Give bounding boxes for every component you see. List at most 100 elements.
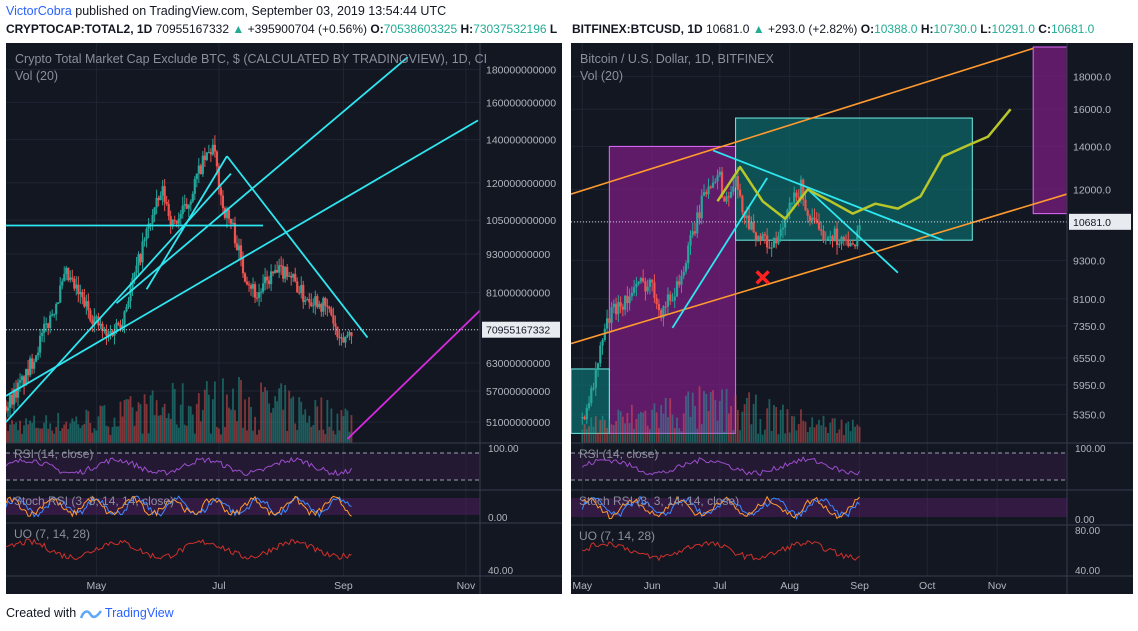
tradingview-brand[interactable]: TradingView bbox=[104, 606, 174, 620]
right-chart-panel[interactable]: 18000.0 16000.0 14000.0 12000.0 10681.0 9300.… bbox=[571, 43, 1133, 594]
candle-body bbox=[18, 380, 22, 383]
candle-body bbox=[139, 254, 142, 263]
volume-bar bbox=[97, 416, 100, 443]
indicator-label: RSI (14, close) bbox=[579, 447, 658, 461]
indicator-scale-top: 100.00 bbox=[488, 444, 519, 455]
candle-body bbox=[314, 296, 317, 306]
candle-body bbox=[738, 189, 742, 196]
volume-bar bbox=[203, 389, 206, 443]
volume-bar bbox=[254, 416, 256, 443]
candle-body bbox=[43, 323, 46, 333]
price-tick-label: 105000000000 bbox=[486, 215, 556, 227]
candle-body bbox=[288, 275, 291, 277]
candle-body bbox=[183, 204, 186, 206]
candle-body bbox=[653, 282, 656, 298]
left-ticker[interactable]: CRYPTOCAP:TOTAL2, 1D bbox=[6, 22, 153, 36]
candle-body bbox=[732, 186, 735, 192]
candle-body bbox=[847, 239, 850, 247]
left-l-label: L bbox=[549, 22, 558, 36]
candle-body bbox=[95, 316, 98, 318]
volume-bar bbox=[592, 426, 595, 443]
volume-bar bbox=[75, 416, 78, 443]
candle-body bbox=[225, 209, 229, 218]
volume-bar bbox=[340, 409, 343, 443]
candle-body bbox=[662, 306, 665, 318]
candle-body bbox=[748, 215, 751, 230]
volume-bar bbox=[318, 430, 321, 443]
candle-body bbox=[332, 315, 335, 324]
volume-bar bbox=[13, 424, 15, 443]
volume-bar bbox=[829, 422, 832, 443]
teal-range-box bbox=[735, 117, 973, 241]
candle-body bbox=[856, 230, 859, 247]
right-chart-svg[interactable]: 18000.0 16000.0 14000.0 12000.0 10681.0 9300.… bbox=[571, 43, 1133, 594]
candle-body bbox=[619, 302, 622, 307]
volume-bar bbox=[264, 387, 266, 443]
candle-body bbox=[624, 295, 627, 310]
candle-body bbox=[237, 245, 241, 251]
volume-bar bbox=[610, 424, 613, 443]
price-axis bbox=[480, 43, 562, 594]
left-chart-panel[interactable]: 180000000000 160000000000 140000000000 1200… bbox=[6, 43, 562, 594]
candle-body bbox=[682, 271, 685, 276]
candle-body bbox=[642, 278, 645, 282]
candle-body bbox=[249, 285, 253, 289]
candle-body bbox=[707, 186, 710, 195]
volume-bar bbox=[653, 403, 656, 443]
candle-body bbox=[87, 301, 90, 311]
candle-body bbox=[781, 227, 785, 230]
candle-body bbox=[320, 303, 323, 312]
candle-body bbox=[793, 192, 796, 203]
volume-bar bbox=[628, 423, 631, 443]
candle-body bbox=[330, 308, 333, 316]
candle-body bbox=[318, 303, 321, 308]
right-ticker[interactable]: BITFINEX:BTCUSD, 1D bbox=[572, 22, 703, 36]
volume-bar bbox=[310, 426, 313, 443]
volume-bar bbox=[201, 409, 204, 443]
candle-body bbox=[705, 192, 708, 195]
volume-bar bbox=[691, 392, 694, 443]
time-tick-label: Sep bbox=[334, 580, 353, 592]
up-arrow-icon: ▲ bbox=[752, 22, 765, 36]
candle-body bbox=[590, 388, 593, 404]
candle-body bbox=[276, 269, 279, 273]
indicator-scale: 0.00 bbox=[1075, 515, 1095, 526]
volume-bar bbox=[750, 424, 753, 443]
price-axis bbox=[1067, 43, 1133, 594]
candle-body bbox=[165, 201, 168, 204]
volume-bar bbox=[612, 425, 615, 443]
volume-bar bbox=[597, 432, 599, 443]
candle-body bbox=[243, 273, 247, 282]
author-link[interactable]: VictorCobra bbox=[6, 4, 72, 18]
volume-bar bbox=[248, 397, 250, 443]
candle-body bbox=[741, 195, 744, 212]
volume-bar bbox=[73, 421, 76, 443]
candle-body bbox=[711, 182, 715, 188]
volume-bar bbox=[37, 427, 40, 443]
volume-bar bbox=[585, 428, 588, 443]
left-last: 70955167332 bbox=[155, 22, 230, 36]
volume-bar bbox=[718, 400, 721, 443]
volume-bar bbox=[350, 415, 353, 443]
candle-body bbox=[201, 155, 204, 175]
candle-body bbox=[171, 219, 174, 227]
candle-body bbox=[766, 235, 769, 248]
volume-bar bbox=[831, 418, 834, 443]
volume-bar bbox=[662, 413, 665, 443]
volume-bar bbox=[642, 412, 645, 443]
volume-bar bbox=[121, 416, 124, 443]
candle-body bbox=[223, 207, 227, 218]
volume-bar bbox=[858, 426, 861, 443]
volume-bar bbox=[41, 428, 44, 443]
volume-bar bbox=[791, 415, 793, 443]
purple-target-box bbox=[1032, 46, 1068, 215]
left-open: 70538603325 bbox=[383, 22, 458, 36]
candle-body bbox=[57, 302, 60, 305]
btc-triangle-upper-line bbox=[712, 149, 944, 242]
candle-body bbox=[666, 294, 670, 307]
volume-bar bbox=[272, 408, 275, 443]
candle-body bbox=[637, 281, 640, 284]
volume-bar bbox=[71, 418, 74, 443]
left-chart-svg[interactable]: 180000000000 160000000000 140000000000 1200… bbox=[6, 43, 562, 594]
footer: Created with TradingView bbox=[6, 606, 174, 621]
